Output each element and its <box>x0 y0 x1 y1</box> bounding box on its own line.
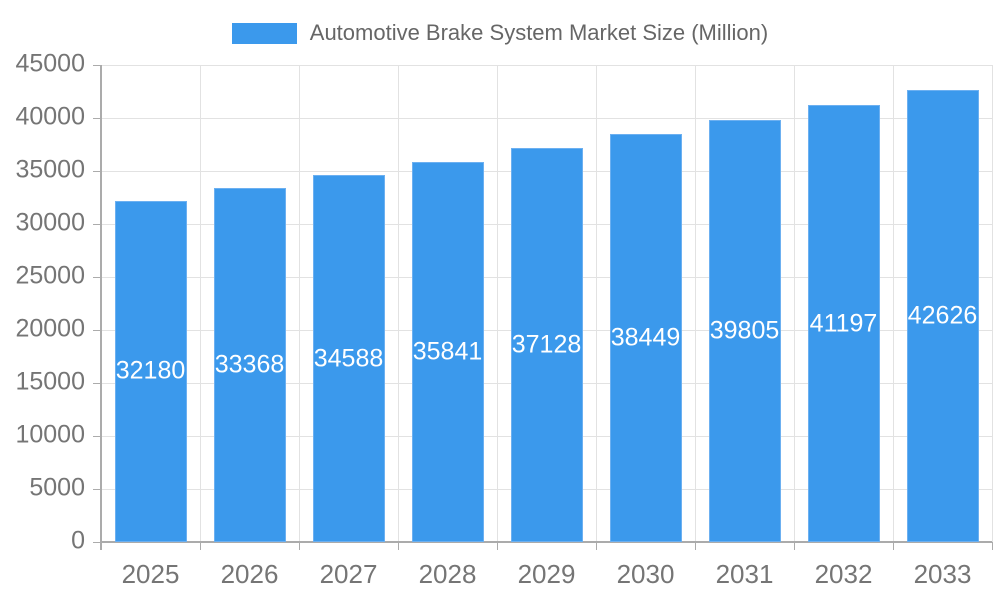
x-axis-tick <box>892 542 894 550</box>
x-axis-label: 2027 <box>319 559 378 589</box>
y-axis-label: 40000 <box>15 102 85 131</box>
legend[interactable]: Automotive Brake System Market Size (Mil… <box>0 20 1000 46</box>
y-axis-label: 20000 <box>15 314 85 343</box>
y-axis-tick <box>93 117 101 119</box>
bar-2025 <box>114 200 187 542</box>
gridline-vertical <box>991 65 993 542</box>
y-axis-label: 5000 <box>29 473 85 502</box>
bar-2026 <box>213 188 286 542</box>
gridline-vertical <box>694 65 696 542</box>
bar-value-label: 35841 <box>412 337 483 366</box>
bar-value-label: 41197 <box>809 309 878 338</box>
x-axis-tick <box>991 542 993 550</box>
bar-2029 <box>510 148 583 542</box>
x-axis-label: 2026 <box>220 559 279 589</box>
x-axis-tick <box>199 542 201 550</box>
x-axis-tick <box>694 542 696 550</box>
x-axis-tick <box>397 542 399 550</box>
legend-label[interactable]: Automotive Brake System Market Size (Mil… <box>309 20 769 45</box>
y-axis-tick <box>93 541 101 543</box>
y-axis-label: 0 <box>71 526 85 555</box>
bar-2028 <box>411 162 484 542</box>
gridline-vertical <box>199 65 201 542</box>
x-axis-tick <box>595 542 597 550</box>
y-axis-tick <box>93 382 101 384</box>
gridline-vertical <box>793 65 795 542</box>
x-axis-label: 2030 <box>616 559 675 589</box>
x-axis-line <box>101 541 992 543</box>
bar-value-label: 37128 <box>511 330 582 359</box>
bar-2027 <box>312 175 385 542</box>
gridline-vertical <box>397 65 399 542</box>
bar-value-label: 38449 <box>610 323 681 352</box>
y-axis-label: 25000 <box>15 261 85 290</box>
gridline-vertical <box>892 65 894 542</box>
y-axis-tick <box>93 276 101 278</box>
gridline-vertical <box>496 65 498 542</box>
y-axis-label: 15000 <box>15 367 85 396</box>
x-axis-label: 2028 <box>418 559 477 589</box>
y-axis-label: 10000 <box>15 420 85 449</box>
y-axis-label: 45000 <box>15 49 85 78</box>
y-axis-label: 30000 <box>15 208 85 237</box>
gridline-vertical <box>595 65 597 542</box>
x-axis-label: 2033 <box>913 559 972 589</box>
legend-swatch-icon[interactable] <box>231 22 297 44</box>
y-axis-tick <box>93 488 101 490</box>
x-axis-label: 2031 <box>715 559 774 589</box>
x-axis-label: 2032 <box>814 559 873 589</box>
y-axis-tick <box>93 64 101 66</box>
bar-2033 <box>906 90 979 542</box>
bar-value-label: 34588 <box>313 344 384 373</box>
bar-value-label: 42626 <box>907 301 978 330</box>
x-axis-tick <box>298 542 300 550</box>
x-axis-label: 2029 <box>517 559 576 589</box>
y-axis-line <box>100 65 102 550</box>
gridline-horizontal <box>101 117 992 119</box>
bar-2032 <box>807 105 880 542</box>
bar-2030 <box>609 134 682 542</box>
y-axis-tick <box>93 435 101 437</box>
x-axis-tick <box>793 542 795 550</box>
y-axis-label: 35000 <box>15 155 85 184</box>
y-axis-tick <box>93 329 101 331</box>
x-axis-tick <box>496 542 498 550</box>
x-axis-label: 2025 <box>121 559 180 589</box>
bar-value-label: 33368 <box>214 350 285 379</box>
bar-value-label: 32180 <box>115 356 186 385</box>
y-axis-tick <box>93 223 101 225</box>
bar-2031 <box>708 120 781 542</box>
gridline-horizontal <box>101 64 992 66</box>
y-axis-tick <box>93 170 101 172</box>
gridline-vertical <box>298 65 300 542</box>
bar-value-label: 39805 <box>709 316 780 345</box>
